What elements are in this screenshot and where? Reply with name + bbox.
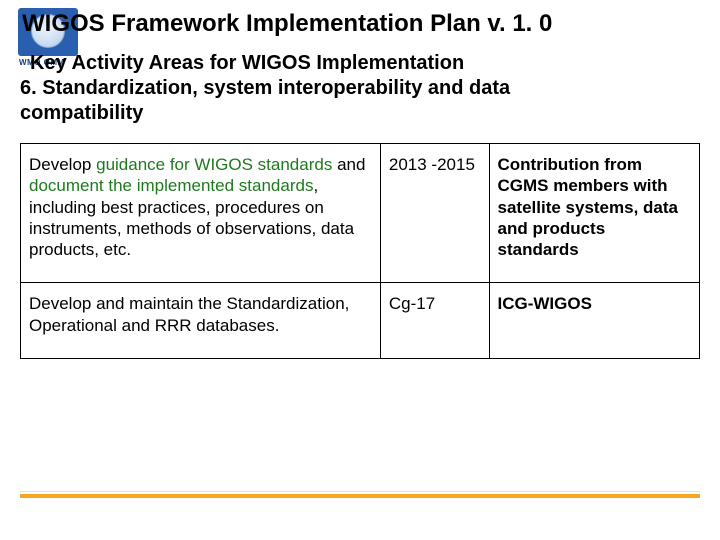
activity-timeframe: 2013 -2015	[380, 144, 489, 283]
page-title: WIGOS Framework Implementation Plan v. 1…	[22, 10, 700, 38]
table-row: Develop guidance for WIGOS standards and…	[21, 144, 700, 283]
header: WIGOS Framework Implementation Plan v. 1…	[20, 10, 700, 125]
activity-timeframe: Cg-17	[380, 283, 489, 359]
text-fragment: and	[332, 155, 365, 174]
divider-rule	[20, 494, 700, 498]
slide: WMO OMM WIGOS Framework Implementation P…	[0, 0, 720, 540]
text-fragment: Develop	[29, 155, 96, 174]
activity-responsible: Contribution from CGMS members with sate…	[489, 144, 700, 283]
subtitle-line-1: Key Activity Areas for WIGOS Implementat…	[30, 52, 700, 75]
activity-description: Develop and maintain the Standardization…	[21, 283, 381, 359]
table-row: Develop and maintain the Standardization…	[21, 283, 700, 359]
activity-table: Develop guidance for WIGOS standards and…	[20, 143, 700, 359]
highlight-text: document the implemented standards	[29, 176, 313, 195]
subtitle-line-3: compatibility	[20, 102, 700, 125]
subtitle-line-2: 6. Standardization, system interoperabil…	[20, 77, 700, 100]
activity-responsible: ICG-WIGOS	[489, 283, 700, 359]
activity-description: Develop guidance for WIGOS standards and…	[21, 144, 381, 283]
highlight-text: guidance for WIGOS standards	[96, 155, 332, 174]
